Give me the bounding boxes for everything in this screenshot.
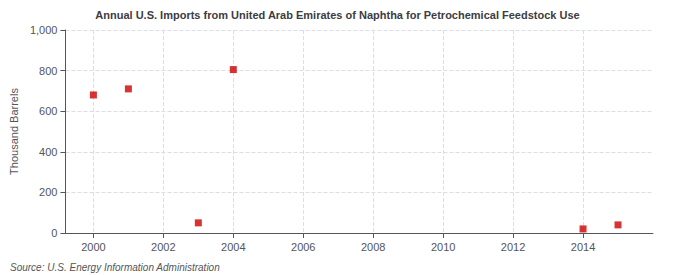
svg-text:2006: 2006	[291, 241, 315, 253]
svg-text:2004: 2004	[221, 241, 245, 253]
svg-text:0: 0	[51, 227, 57, 239]
svg-text:2008: 2008	[361, 241, 385, 253]
svg-text:2010: 2010	[431, 241, 455, 253]
svg-text:Thousand Barrels: Thousand Barrels	[8, 88, 20, 175]
svg-text:Source: U.S. Energy Informatio: Source: U.S. Energy Information Administ…	[10, 262, 220, 273]
svg-text:2000: 2000	[81, 241, 105, 253]
svg-text:2012: 2012	[501, 241, 525, 253]
svg-text:800: 800	[39, 65, 57, 77]
svg-text:2014: 2014	[571, 241, 595, 253]
svg-text:200: 200	[39, 186, 57, 198]
svg-text:2002: 2002	[151, 241, 175, 253]
svg-text:1,000: 1,000	[30, 24, 58, 36]
svg-text:Annual U.S. Imports from Unite: Annual U.S. Imports from United Arab Emi…	[95, 9, 579, 21]
svg-text:400: 400	[39, 146, 57, 158]
svg-text:600: 600	[39, 105, 57, 117]
